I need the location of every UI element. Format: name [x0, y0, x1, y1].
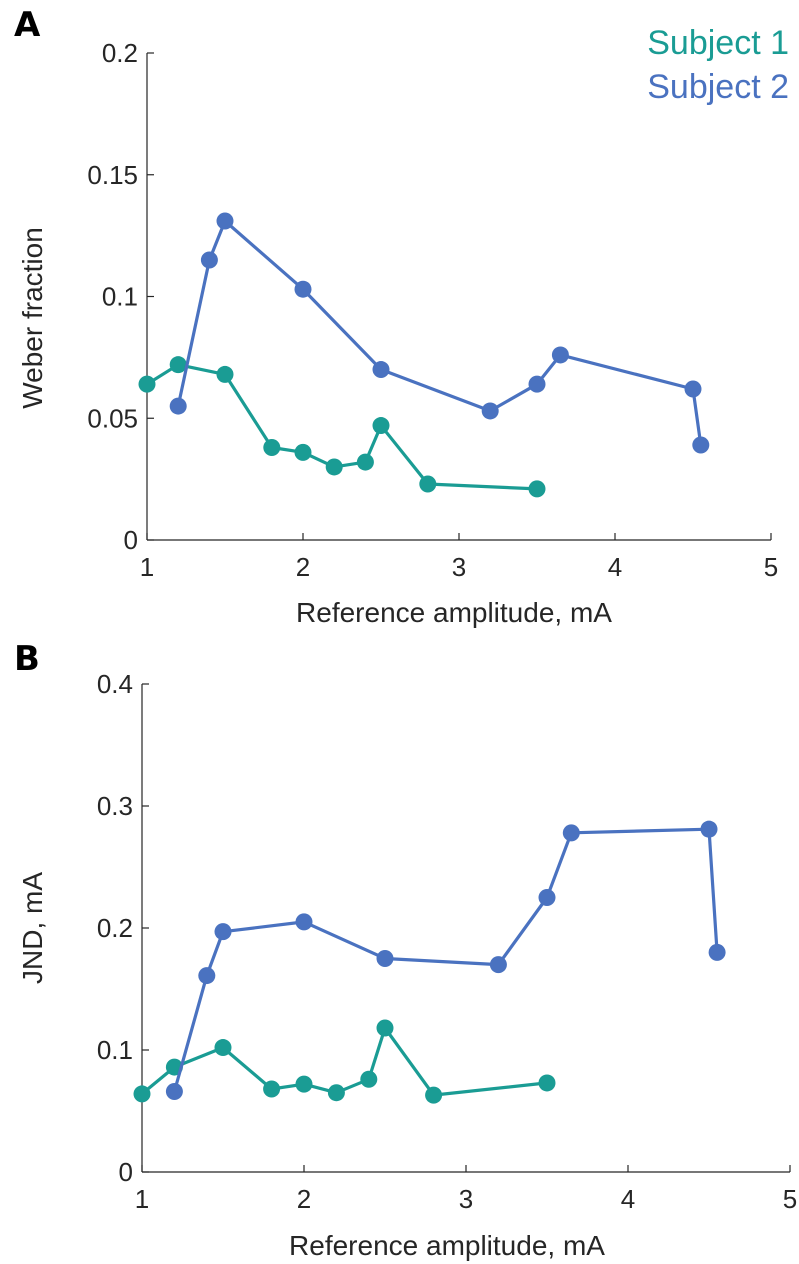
series-line-subject-2: [176, 219, 703, 446]
panel-b-x-ticks: 1 2 3 4 5: [135, 1165, 797, 1214]
panel-b-label: B: [14, 639, 40, 679]
data-point: [294, 443, 312, 461]
data-point: [169, 356, 187, 374]
panel-b-series: [133, 820, 726, 1104]
data-point: [169, 397, 187, 415]
x-tick-label: 3: [452, 552, 466, 582]
data-point: [562, 824, 580, 842]
y-tick-label: 0.3: [97, 791, 133, 821]
legend-entry-subject-1: Subject 1: [647, 24, 789, 62]
data-point: [200, 251, 218, 269]
data-point: [425, 1086, 443, 1104]
data-point: [692, 436, 710, 454]
data-point: [489, 956, 507, 974]
data-point: [528, 480, 546, 498]
data-point: [376, 1019, 394, 1037]
panel-a-series: [138, 212, 710, 498]
data-point: [538, 1074, 556, 1092]
data-point: [295, 1075, 313, 1093]
panel-a-y-label: Weber fraction: [17, 227, 48, 409]
panel-b-y-label: JND, mA: [17, 872, 48, 984]
y-tick-label: 0.2: [97, 913, 133, 943]
data-point: [198, 967, 216, 985]
data-point: [327, 1084, 345, 1102]
legend-entry-subject-2: Subject 2: [647, 68, 789, 106]
series-subject-2: [169, 212, 710, 454]
x-tick-label: 2: [296, 552, 310, 582]
data-point: [684, 380, 702, 398]
legend: Subject 1 Subject 2: [647, 24, 789, 106]
x-tick-label: 2: [297, 1184, 311, 1214]
data-point: [214, 1039, 232, 1057]
series-line-subject-1: [140, 1026, 548, 1097]
data-point: [294, 280, 312, 298]
x-tick-label: 4: [608, 552, 622, 582]
y-tick-label: 0.1: [97, 1035, 133, 1065]
panel-a-label: A: [14, 5, 41, 45]
data-point: [419, 475, 437, 493]
data-point: [360, 1070, 378, 1088]
data-point: [325, 458, 343, 476]
panel-a: A 0 0.05 0.1 0.15 0.2 1 2 3 4 5 Reference amplit…: [14, 5, 789, 628]
data-point: [295, 913, 313, 931]
data-point: [216, 212, 234, 230]
y-tick-label: 0.2: [102, 38, 138, 68]
series-line-subject-2: [172, 827, 719, 1092]
data-point: [538, 889, 556, 906]
data-point: [528, 375, 546, 393]
data-point: [372, 361, 390, 379]
x-tick-label: 3: [459, 1184, 473, 1214]
data-point: [138, 375, 156, 393]
y-tick-label: 0: [119, 1157, 133, 1187]
data-point: [551, 346, 569, 364]
panel-a-y-ticks: 0 0.05 0.1 0.15 0.2: [87, 38, 154, 555]
panel-a-x-label: Reference amplitude, mA: [296, 597, 612, 628]
x-tick-label: 5: [764, 552, 778, 582]
data-point: [700, 820, 718, 838]
series-subject-1: [138, 356, 546, 498]
panel-a-x-ticks: 1 2 3 4 5: [140, 533, 778, 582]
panel-b-x-label: Reference amplitude, mA: [289, 1230, 605, 1261]
panel-b: B 0 0.1 0.2 0.3 0.4 1 2 3 4 5 Reference amplitud…: [14, 639, 797, 1261]
data-point: [263, 1080, 281, 1098]
series-subject-1: [133, 1019, 556, 1104]
data-point: [372, 417, 390, 435]
data-point: [356, 453, 374, 471]
x-tick-label: 1: [135, 1184, 149, 1214]
x-tick-label: 1: [140, 552, 154, 582]
y-tick-label: 0: [124, 525, 138, 555]
panel-b-y-ticks: 0 0.1 0.2 0.3 0.4: [97, 669, 149, 1187]
series-subject-2: [165, 820, 726, 1100]
x-tick-label: 5: [783, 1184, 797, 1214]
data-point: [263, 438, 281, 456]
data-point: [376, 950, 394, 967]
x-tick-label: 4: [621, 1184, 635, 1214]
y-tick-label: 0.4: [97, 669, 133, 699]
data-point: [214, 923, 232, 941]
y-tick-label: 0.05: [87, 403, 138, 433]
data-point: [708, 943, 726, 961]
data-point: [481, 402, 499, 420]
data-point: [165, 1082, 183, 1100]
series-line-subject-1: [146, 363, 538, 491]
data-point: [216, 365, 234, 383]
data-point: [133, 1085, 151, 1103]
y-tick-label: 0.15: [87, 160, 138, 190]
y-tick-label: 0.1: [102, 282, 138, 312]
